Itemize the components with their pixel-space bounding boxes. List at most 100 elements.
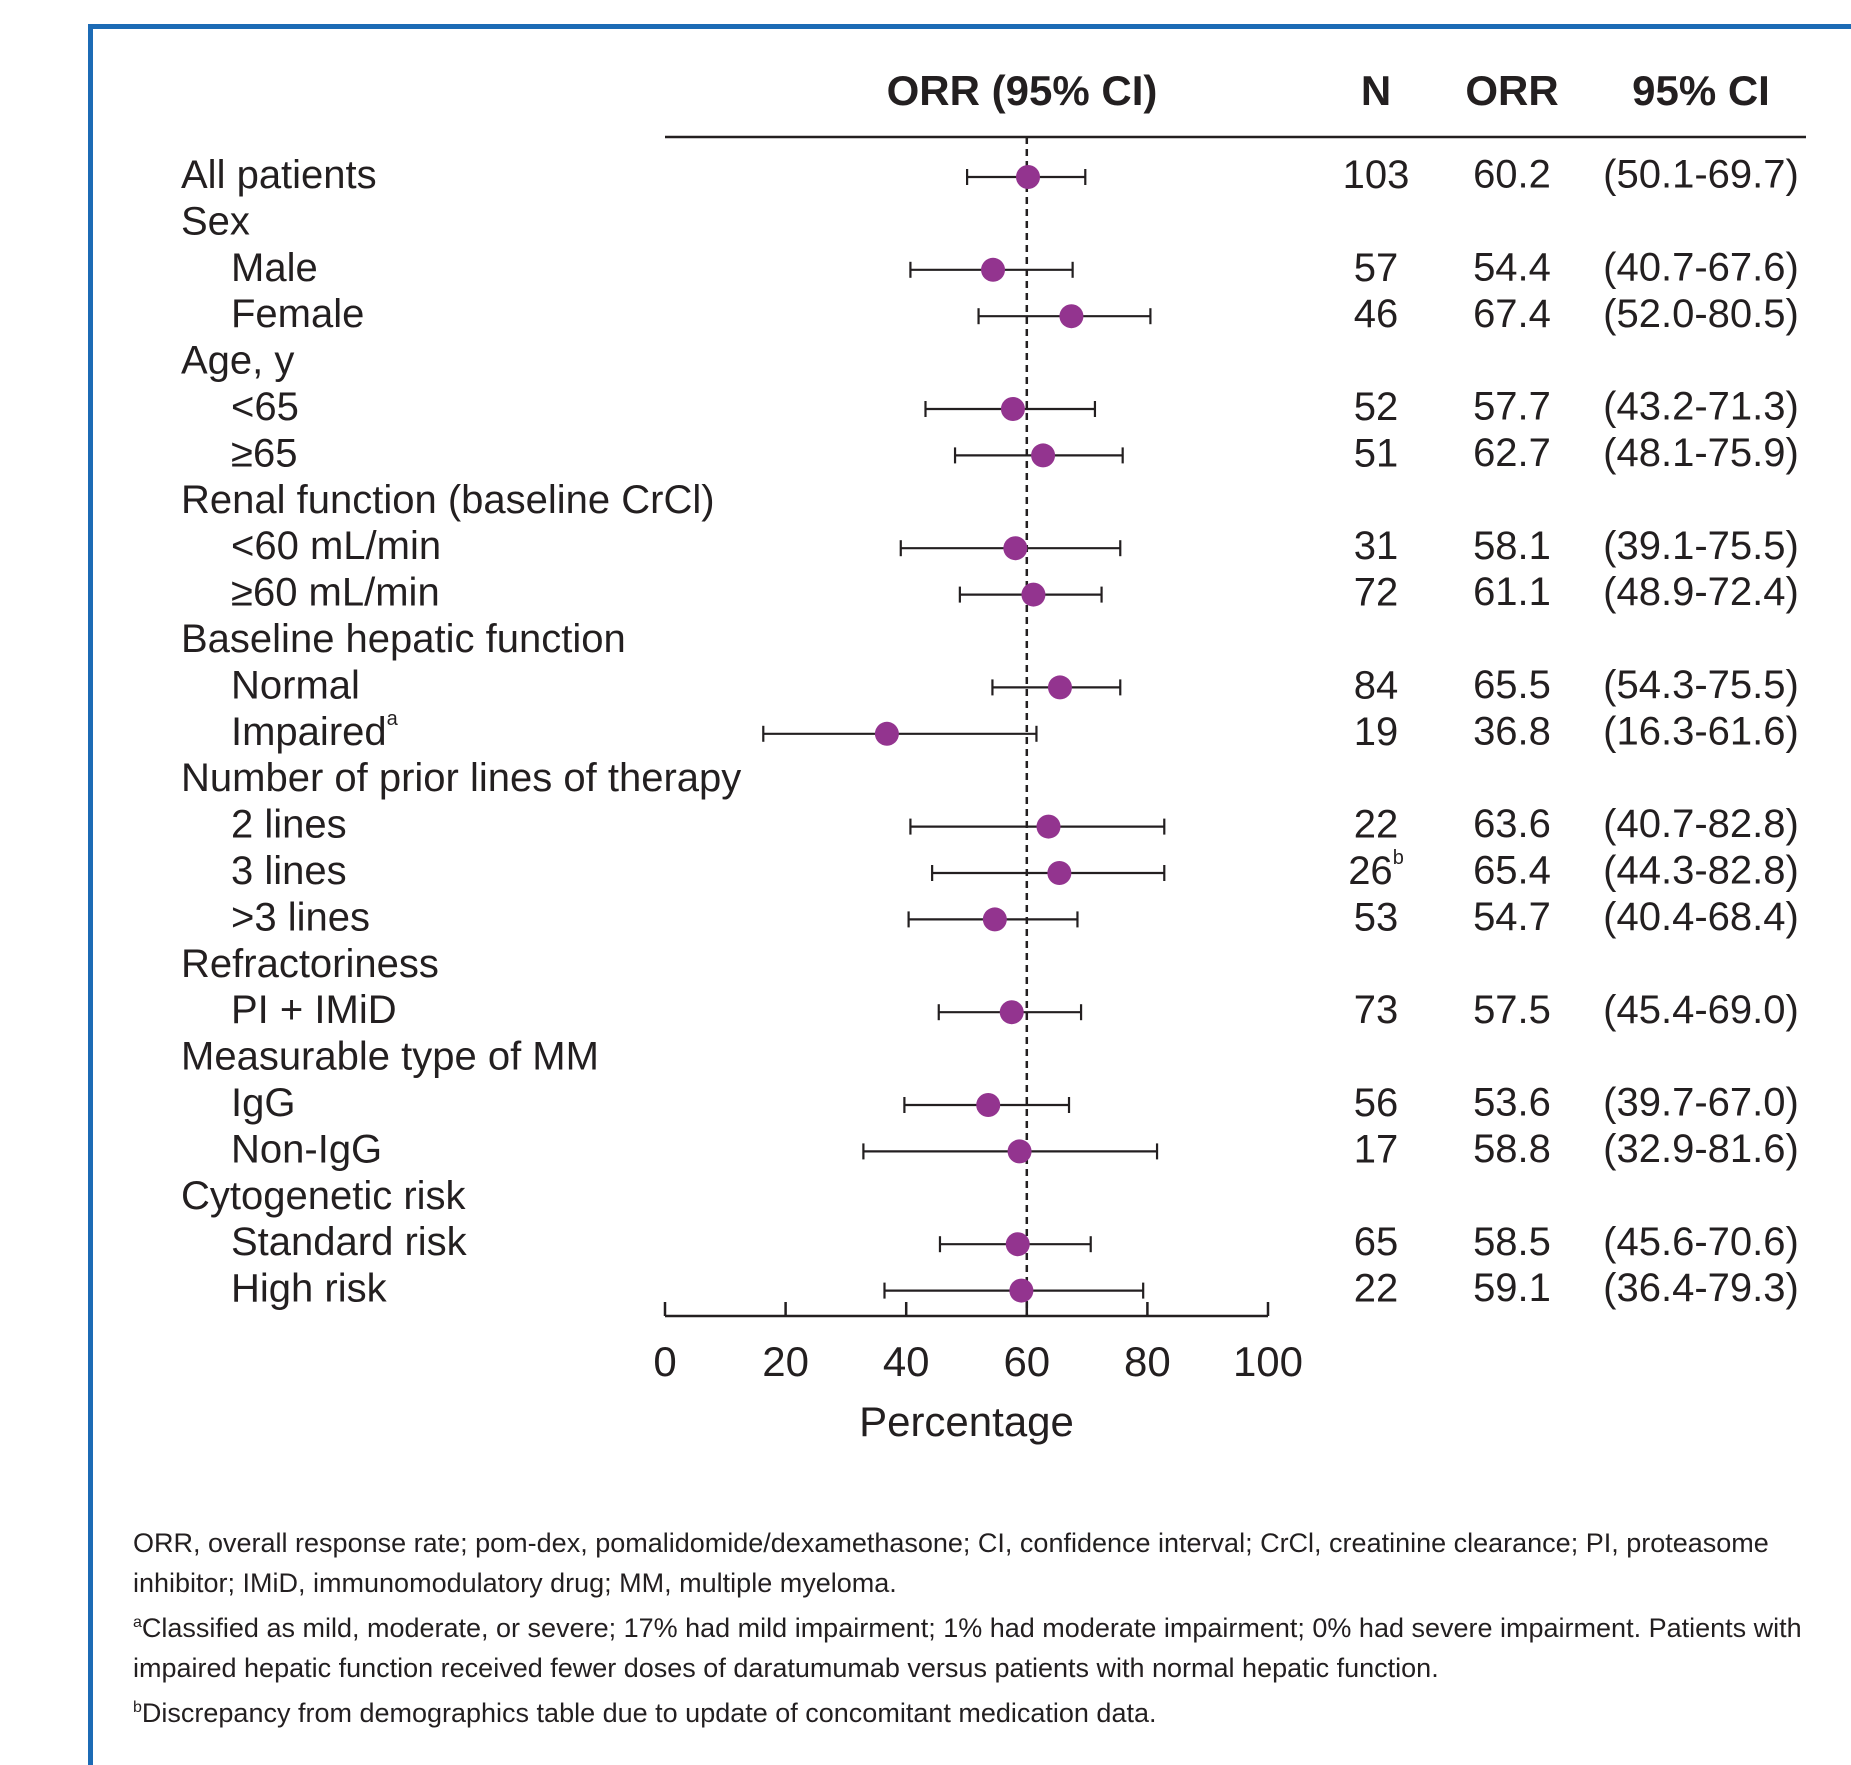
n-value: 73 bbox=[1354, 988, 1399, 1032]
row-label-text: PI + IMiD bbox=[231, 988, 397, 1032]
orr-value: 57.5 bbox=[1473, 988, 1551, 1032]
row-label-text: All patients bbox=[181, 153, 377, 197]
orr-value: 65.4 bbox=[1473, 849, 1551, 893]
x-tick-label: 40 bbox=[883, 1338, 930, 1385]
point-estimate bbox=[874, 721, 899, 746]
n-value-text: 73 bbox=[1354, 988, 1399, 1032]
x-tick-label: 100 bbox=[1233, 1338, 1303, 1385]
orr-value: 60.2 bbox=[1473, 153, 1551, 197]
n-value: 17 bbox=[1354, 1127, 1399, 1171]
row-label-text: IgG bbox=[231, 1081, 295, 1125]
footnote: aClassified as mild, moderate, or severe… bbox=[133, 1603, 1843, 1688]
row-label-text: >3 lines bbox=[231, 895, 370, 939]
row-label-text: Male bbox=[231, 245, 318, 289]
row-label-text: Standard risk bbox=[231, 1220, 468, 1264]
row-label: Measurable type of MM bbox=[181, 1034, 599, 1078]
n-value-text: 26 bbox=[1348, 849, 1393, 893]
row-label: Refractoriness bbox=[181, 941, 439, 985]
n-value-text: 31 bbox=[1354, 524, 1399, 568]
row-label: All patients bbox=[181, 153, 377, 197]
n-value-text: 103 bbox=[1343, 153, 1410, 197]
x-tick-label: 20 bbox=[762, 1338, 809, 1385]
footnote-mark: b bbox=[1393, 847, 1404, 869]
row-label-text: Measurable type of MM bbox=[181, 1034, 599, 1078]
orr-value: 59.1 bbox=[1473, 1266, 1551, 1310]
row-label: Cytogenetic risk bbox=[181, 1173, 467, 1217]
row-label: High risk bbox=[231, 1266, 388, 1310]
footnote-text: Discrepancy from demographics table due … bbox=[141, 1698, 1157, 1728]
orr-value: 36.8 bbox=[1473, 709, 1551, 753]
ci-label: (50.1-69.7) bbox=[1603, 153, 1799, 197]
footnote-mark: a bbox=[133, 1614, 142, 1631]
n-value: 51 bbox=[1354, 431, 1399, 475]
row-label: Male bbox=[231, 245, 318, 289]
point-estimate bbox=[1005, 1232, 1030, 1257]
n-value: 22 bbox=[1354, 802, 1399, 846]
footnote: bDiscrepancy from demographics table due… bbox=[133, 1688, 1843, 1733]
frame-border bbox=[88, 24, 1851, 1765]
n-value: 31 bbox=[1354, 524, 1399, 568]
orr-value: 63.6 bbox=[1473, 802, 1551, 846]
row-label-text: Refractoriness bbox=[181, 941, 439, 985]
n-value: 52 bbox=[1354, 385, 1399, 429]
point-estimate bbox=[1016, 165, 1041, 189]
ci-label: (32.9-81.6) bbox=[1603, 1127, 1799, 1171]
n-value-text: 22 bbox=[1354, 1266, 1399, 1310]
n-value-text: 22 bbox=[1354, 802, 1399, 846]
ci-label: (52.0-80.5) bbox=[1603, 292, 1799, 336]
row-label: Impaireda bbox=[231, 708, 399, 753]
ci-label: (45.6-70.6) bbox=[1603, 1220, 1799, 1264]
column-header: 95% CI bbox=[1632, 67, 1770, 114]
row-label-text: <65 bbox=[231, 385, 299, 429]
orr-value: 67.4 bbox=[1473, 292, 1551, 336]
point-estimate bbox=[1047, 861, 1072, 885]
row-label-text: Non-IgG bbox=[231, 1127, 382, 1171]
n-value: 84 bbox=[1354, 663, 1399, 707]
footnote-mark: b bbox=[133, 1699, 142, 1716]
point-estimate bbox=[982, 907, 1007, 932]
row-label-text: Renal function (baseline CrCl) bbox=[181, 477, 715, 521]
n-value-text: 51 bbox=[1354, 431, 1399, 475]
n-value-text: 84 bbox=[1354, 663, 1399, 707]
footnote-text: Classified as mild, moderate, or severe;… bbox=[133, 1613, 1802, 1683]
n-value-text: 56 bbox=[1354, 1081, 1399, 1125]
ci-label: (44.3-82.8) bbox=[1603, 849, 1799, 893]
column-header: ORR bbox=[1465, 67, 1558, 114]
row-label: Female bbox=[231, 292, 364, 336]
n-value: 26b bbox=[1348, 847, 1404, 892]
point-estimate bbox=[1003, 536, 1028, 561]
row-label-text: Number of prior lines of therapy bbox=[181, 756, 741, 800]
row-label-text: Female bbox=[231, 292, 364, 336]
footnotes: ORR, overall response rate; pom-dex, pom… bbox=[133, 1523, 1843, 1733]
row-label: IgG bbox=[231, 1081, 295, 1125]
n-value-text: 46 bbox=[1354, 292, 1399, 336]
footnote: ORR, overall response rate; pom-dex, pom… bbox=[133, 1523, 1843, 1603]
point-estimate bbox=[1036, 814, 1061, 839]
row-label-text: Age, y bbox=[181, 338, 294, 382]
n-value: 56 bbox=[1354, 1081, 1399, 1125]
row-label: ≥60 mL/min bbox=[231, 570, 440, 614]
point-estimate bbox=[1047, 675, 1072, 700]
n-value: 103 bbox=[1343, 153, 1410, 197]
n-value-text: 53 bbox=[1354, 895, 1399, 939]
orr-value: 65.5 bbox=[1473, 663, 1551, 707]
row-label-text: 2 lines bbox=[231, 802, 347, 846]
ci-label: (40.4-68.4) bbox=[1603, 895, 1799, 939]
point-estimate bbox=[1007, 1139, 1032, 1164]
ci-label: (36.4-79.3) bbox=[1603, 1266, 1799, 1310]
point-estimate bbox=[1009, 1278, 1034, 1303]
n-value-text: 17 bbox=[1354, 1127, 1399, 1171]
x-tick-label: 0 bbox=[653, 1338, 676, 1385]
row-label: Renal function (baseline CrCl) bbox=[181, 477, 715, 521]
n-value-text: 72 bbox=[1354, 570, 1399, 614]
point-estimate bbox=[1000, 397, 1025, 421]
n-value: 22 bbox=[1354, 1266, 1399, 1310]
row-label: >3 lines bbox=[231, 895, 370, 939]
point-estimate bbox=[1031, 443, 1056, 468]
row-label: Number of prior lines of therapy bbox=[181, 756, 741, 800]
row-label-text: High risk bbox=[231, 1266, 388, 1310]
row-label-text: 3 lines bbox=[231, 849, 347, 893]
orr-value: 62.7 bbox=[1473, 431, 1551, 475]
n-value-text: 65 bbox=[1354, 1220, 1399, 1264]
